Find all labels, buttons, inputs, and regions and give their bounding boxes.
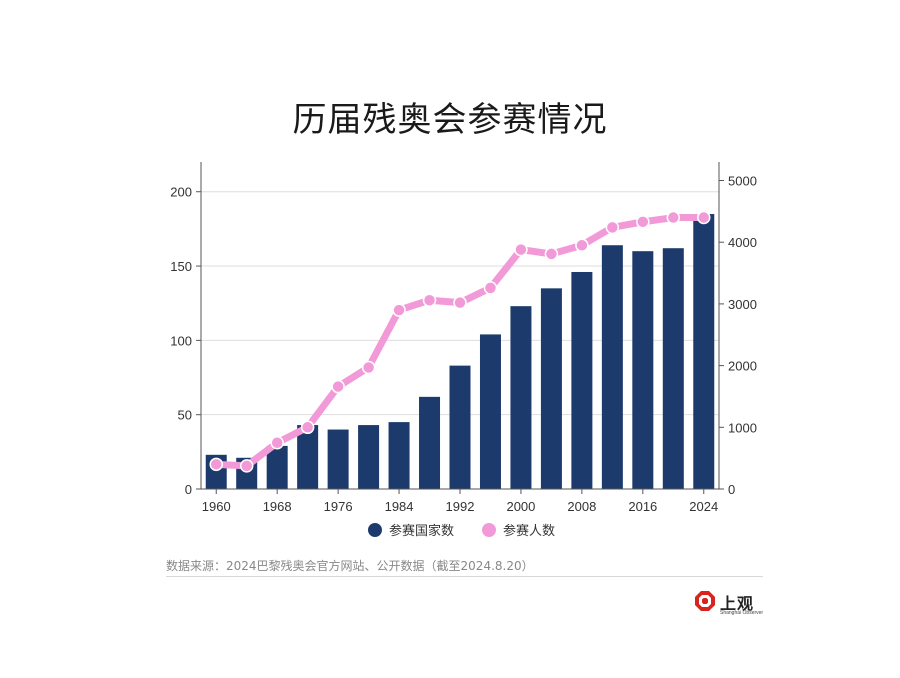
y-right-tick-label: 1000 — [728, 420, 757, 435]
bar-1972 — [297, 425, 319, 489]
point-1988 — [422, 293, 437, 307]
x-tick-label: 1968 — [263, 499, 292, 514]
chart-area: 1960 1968 1976 1984 1992 2000 2008 2016 2024 050… — [170, 162, 757, 539]
y-left-tick-label: 100 — [170, 333, 192, 348]
y-left-tick-label: 200 — [170, 185, 192, 200]
x-tick-label: 1984 — [385, 499, 414, 514]
point-1996 — [483, 281, 498, 295]
y-right-tick-label: 3000 — [728, 297, 757, 312]
point-1960 — [209, 457, 223, 472]
bar-1992 — [449, 365, 471, 489]
bar-1988 — [419, 396, 441, 489]
point-1972 — [300, 420, 315, 435]
x-tick-label: 1976 — [324, 499, 353, 514]
x-axis-ticks: 1960 1968 1976 1984 1992 2000 2008 2016 2024 — [202, 489, 718, 514]
bar-1984 — [388, 422, 410, 489]
bar-1980 — [358, 425, 380, 489]
x-tick-label: 1960 — [202, 499, 231, 514]
y-right-tick-label: 2000 — [728, 359, 757, 374]
legend-label-0: 参赛国家数 — [389, 523, 454, 539]
point-2020 — [666, 210, 681, 225]
bar-1976 — [327, 429, 349, 489]
bar-1968 — [266, 445, 288, 489]
legend-marker-1 — [482, 523, 496, 537]
legend: 参赛国家数 参赛人数 — [368, 523, 555, 539]
y-right-tick-label: 4000 — [728, 235, 757, 250]
x-tick-label: 2016 — [628, 499, 657, 514]
y-left-tick-label: 50 — [178, 408, 192, 423]
y-right-tick-label: 5000 — [728, 174, 757, 189]
point-1968 — [270, 435, 284, 450]
bar-1996 — [479, 334, 501, 489]
point-1980 — [361, 360, 376, 375]
x-tick-label: 1992 — [446, 499, 475, 514]
right-y-axis-ticks: 0 1000 2000 3000 4000 5000 — [719, 174, 757, 497]
x-tick-label: 2000 — [506, 499, 535, 514]
point-2016 — [636, 215, 650, 229]
data-source-note: 数据来源：2024巴黎残奥会官方网站、公开数据（截至2024.8.20） — [166, 559, 534, 573]
source-divider — [166, 576, 763, 577]
logo-icon — [695, 591, 715, 611]
y-right-tick-label: 0 — [728, 482, 735, 497]
point-2024 — [697, 210, 711, 225]
x-tick-label: 2024 — [689, 499, 718, 514]
logo-text-cn: 上观 — [720, 594, 755, 613]
bar-2000 — [510, 306, 532, 489]
bar-2004 — [540, 288, 562, 489]
point-1992 — [453, 295, 467, 310]
x-tick-label: 2008 — [567, 499, 596, 514]
bar-2016 — [632, 251, 654, 489]
point-2004 — [544, 247, 559, 261]
point-1984 — [392, 303, 406, 317]
bar-2008 — [571, 271, 593, 489]
logo-text-en: Shanghai Observer — [720, 610, 764, 616]
point-1964 — [239, 459, 254, 473]
line-series — [209, 210, 711, 473]
y-left-tick-label: 0 — [185, 482, 192, 497]
point-1976 — [331, 379, 345, 394]
left-y-axis-ticks: 0 50 100 150 200 — [170, 185, 201, 497]
bar-series — [205, 214, 715, 490]
point-2012 — [605, 220, 620, 235]
publisher-logo: 上观 Shanghai Observer — [694, 590, 764, 620]
legend-label-1: 参赛人数 — [503, 523, 555, 539]
y-left-tick-label: 150 — [170, 259, 192, 274]
bar-2020 — [662, 248, 684, 489]
bar-2024 — [693, 214, 715, 490]
legend-marker-0 — [368, 523, 382, 537]
point-2008 — [575, 238, 589, 253]
point-2000 — [514, 242, 528, 257]
chart-title: 历届残奥会参赛情况 — [292, 100, 608, 140]
bar-2012 — [601, 245, 623, 489]
